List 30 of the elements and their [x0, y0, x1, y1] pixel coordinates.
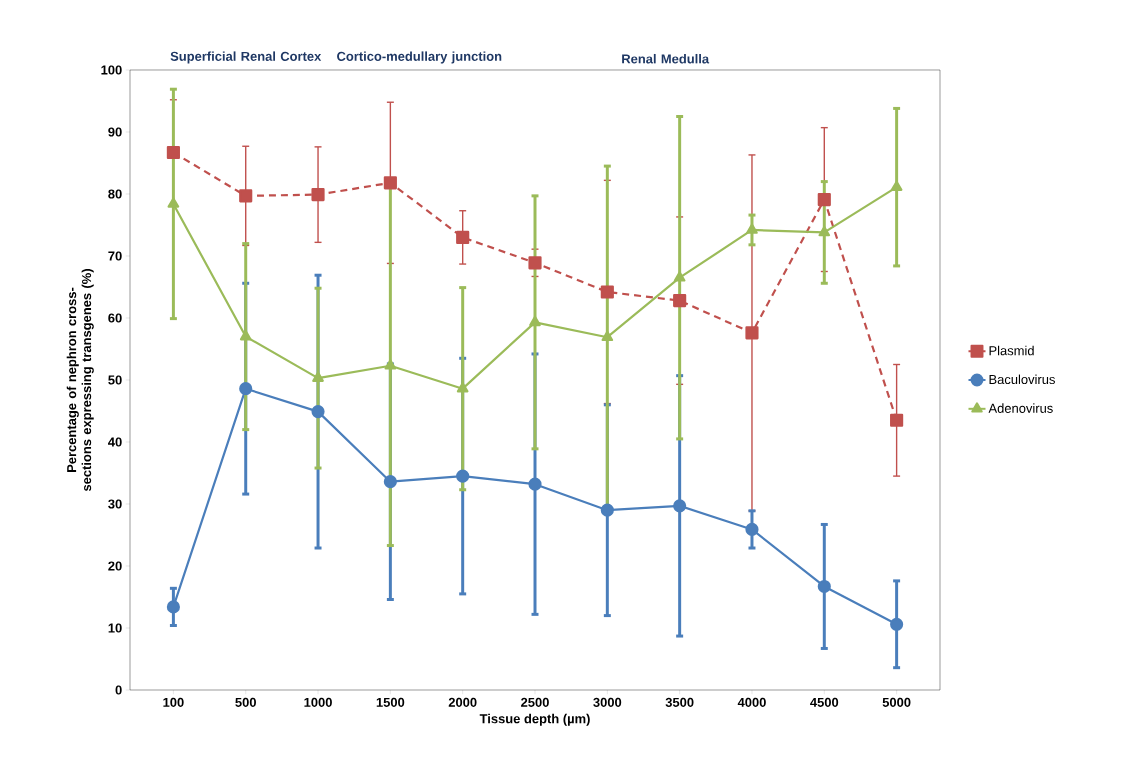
text: Superficial Renal Cortex	[170, 51, 322, 64]
x-tick-label: 5000	[882, 697, 911, 707]
x-tick-label: 500	[235, 697, 256, 707]
y-tick-label: 60	[108, 313, 122, 323]
y-tick-label: 100	[101, 65, 122, 75]
y-tick-label: 40	[108, 437, 122, 447]
y-tick-label: 10	[108, 623, 122, 633]
text: Renal Medulla	[622, 53, 710, 64]
y-tick-label: 80	[108, 189, 122, 199]
x-tick-label: 1000	[304, 697, 332, 707]
x-axis-title: Tissue depth (µm)	[479, 713, 590, 726]
legend-label: Plasmid	[989, 345, 1034, 356]
y-tick-label: 20	[108, 561, 122, 571]
y-tick-label: 90	[108, 127, 122, 137]
x-tick-label: 3500	[665, 697, 694, 707]
legend-label: Adenovirus	[988, 403, 1053, 413]
x-tick-label: 3000	[593, 697, 622, 707]
x-tick-label: 4000	[737, 697, 766, 707]
y-axis-title: Percentage of nephron cross-sections expressing transgenes (%)	[66, 269, 94, 492]
x-tick-label: 4500	[810, 697, 839, 707]
y-tick-label: 50	[108, 375, 122, 385]
x-tick-label: 2500	[521, 697, 549, 707]
y-tick-label: 70	[108, 251, 122, 261]
x-tick-label: 2000	[448, 697, 477, 707]
legend-label: Baculovirus	[989, 374, 1055, 385]
x-tick-label: 1500	[376, 697, 405, 707]
y-tick-label: 30	[108, 499, 122, 509]
y-tick-label: 0	[115, 685, 122, 695]
text: Cortico-medullary junction	[337, 51, 502, 64]
x-tick-label: 100	[163, 697, 184, 707]
